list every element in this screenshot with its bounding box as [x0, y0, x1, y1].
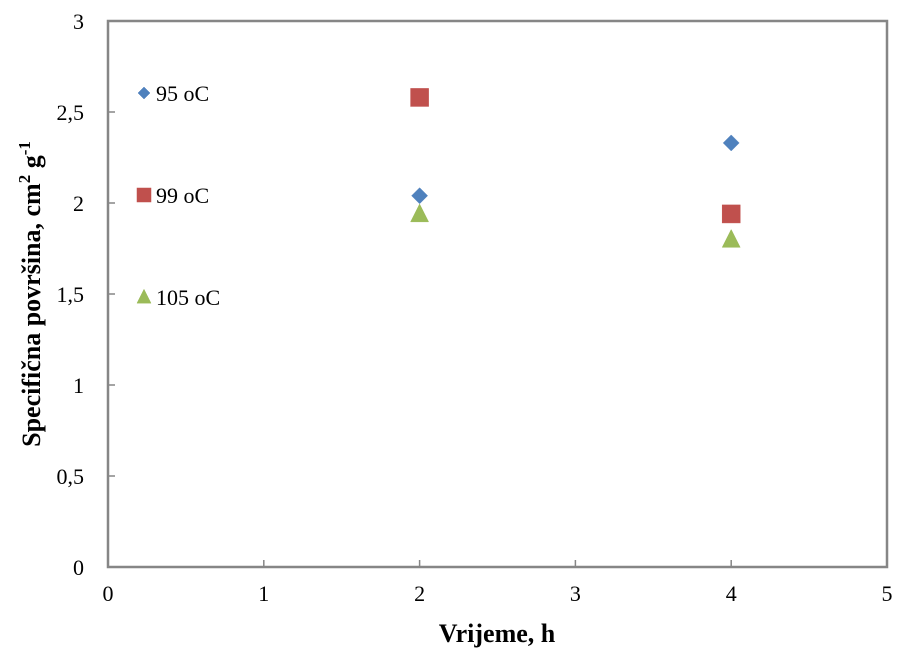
legend-label: 95 oC	[156, 81, 209, 106]
x-tick-label: 3	[570, 581, 581, 606]
legend-marker-triangle	[136, 288, 152, 304]
y-tick-label: 1,5	[57, 282, 85, 307]
x-tick-label: 0	[103, 581, 114, 606]
y-tick-label: 3	[73, 9, 84, 34]
legend-label: 99 oC	[156, 183, 209, 208]
y-tick-label: 2	[73, 191, 84, 216]
y-tick-label: 2,5	[57, 100, 85, 125]
plot-area	[106, 19, 889, 569]
y-axis-title-sup2: -1	[15, 141, 34, 155]
x-tick-label: 1	[258, 581, 269, 606]
y-axis-title-mid: g	[17, 155, 46, 175]
y-axis-ticks: 0 0,5 1 1,5 2 2,5 3	[57, 9, 115, 580]
data-point-square	[410, 88, 429, 107]
x-tick-label: 2	[414, 581, 425, 606]
y-tick-label: 0	[73, 555, 84, 580]
y-axis-title-main: Specifična površina, cm	[17, 183, 46, 447]
data-point-diamond	[722, 134, 740, 152]
x-axis-title: Vrijeme, h	[439, 619, 556, 648]
data-point-square	[721, 204, 741, 224]
x-tick-label: 4	[726, 581, 737, 606]
legend-label: 105 oC	[156, 285, 220, 310]
x-tick-label: 5	[882, 581, 893, 606]
data-point-triangle	[410, 203, 430, 223]
data-point-triangle	[721, 228, 741, 248]
data-markers	[410, 88, 741, 248]
legend: 95 oC 99 oC 105 oC	[136, 81, 220, 310]
y-tick-label: 0,5	[57, 464, 85, 489]
y-tick-label: 1	[73, 373, 84, 398]
legend-marker-square	[136, 187, 152, 203]
x-axis-ticks: 0 1 2 3 4 5	[103, 560, 893, 606]
legend-marker-diamond	[137, 86, 151, 100]
y-axis-title: Specifična površina, cm2 g-1	[15, 141, 46, 447]
y-axis-title-sup1: 2	[15, 175, 34, 184]
